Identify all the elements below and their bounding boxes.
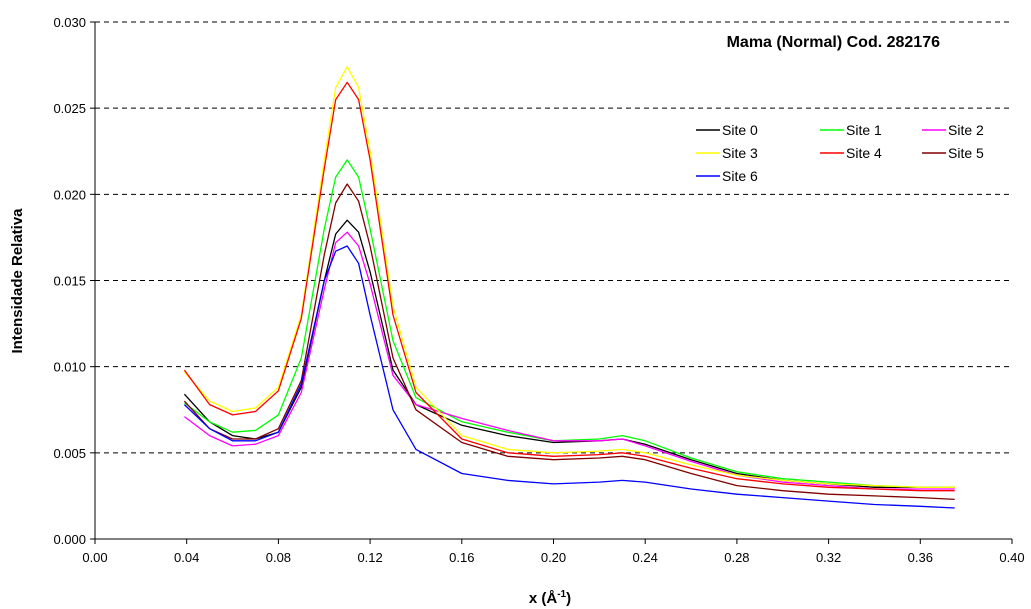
x-tick-label: 0.24 bbox=[633, 550, 658, 565]
x-tick-label: 0.40 bbox=[999, 550, 1024, 565]
gridlines bbox=[95, 21, 1012, 454]
legend-item: Site 0 bbox=[696, 122, 758, 138]
legend-label: Site 2 bbox=[948, 122, 984, 138]
y-tick-label: 0.010 bbox=[53, 360, 86, 375]
x-tick-label: 0.28 bbox=[724, 550, 749, 565]
series-line-site-0 bbox=[183, 219, 955, 488]
series-line-site-1 bbox=[184, 159, 955, 488]
x-tick-label: 0.04 bbox=[174, 550, 199, 565]
legend-item: Site 3 bbox=[696, 145, 758, 161]
legend-label: Site 4 bbox=[846, 145, 882, 161]
legend-label: Site 0 bbox=[722, 122, 758, 138]
y-tick-label: 0.015 bbox=[53, 274, 86, 289]
legend-label: Site 5 bbox=[948, 145, 984, 161]
legend-item: Site 1 bbox=[820, 122, 882, 138]
chart-title: Mama (Normal) Cod. 282176 bbox=[727, 34, 941, 51]
y-tick-label: 0.020 bbox=[53, 187, 86, 202]
x-tick-label: 0.32 bbox=[816, 550, 841, 565]
legend-label: Site 6 bbox=[722, 168, 758, 184]
x-tick-labels: 0.00 0.04 0.08 0.12 0.16 0.20 0.24 0.28 0.32 0.36… bbox=[82, 539, 1025, 565]
series-lines bbox=[183, 66, 955, 509]
legend: Site 0 Site 1 Site 2 Site 3 Site 4 Site 5 Site… bbox=[696, 122, 984, 184]
legend-item: Site 5 bbox=[922, 145, 984, 161]
legend-label: Site 3 bbox=[722, 145, 758, 161]
y-tick-label: 0.005 bbox=[53, 446, 86, 461]
y-tick-label: 0.025 bbox=[53, 101, 86, 116]
x-tick-label: 0.20 bbox=[541, 550, 566, 565]
x-tick-label: 0.00 bbox=[82, 550, 107, 565]
x-tick-label: 0.16 bbox=[449, 550, 474, 565]
x-tick-label: 0.08 bbox=[266, 550, 291, 565]
legend-item: Site 6 bbox=[696, 168, 758, 184]
x-tick-label: 0.36 bbox=[908, 550, 933, 565]
y-tick-label: 0.000 bbox=[53, 532, 86, 547]
legend-label: Site 1 bbox=[846, 122, 882, 138]
series-line-site-3 bbox=[183, 66, 955, 488]
x-tick-label: 0.12 bbox=[357, 550, 382, 565]
y-tick-labels: 0.000 0.005 0.010 0.015 0.020 0.025 0.030 bbox=[53, 15, 95, 547]
legend-item: Site 4 bbox=[820, 145, 882, 161]
series-line-site-5 bbox=[183, 183, 955, 501]
legend-item: Site 2 bbox=[922, 122, 984, 138]
y-axis-label: Intensidade Relativa bbox=[9, 208, 26, 354]
y-tick-label: 0.030 bbox=[53, 15, 86, 30]
x-axis-label: x (Å-1) bbox=[529, 589, 571, 607]
series-line-site-6 bbox=[183, 245, 955, 509]
series-line-site-4 bbox=[183, 81, 955, 492]
